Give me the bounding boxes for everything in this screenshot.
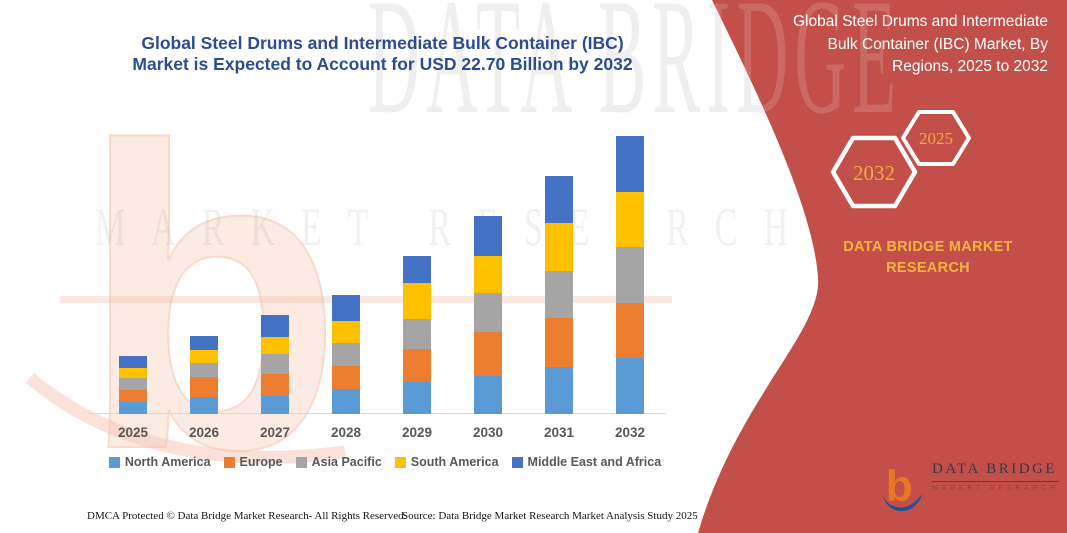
x-axis-label-2030: 2030	[472, 425, 504, 440]
bar-segment-2031-south-america	[545, 223, 573, 271]
bar-segment-2026-middle-east-and-africa	[190, 335, 218, 350]
bar-segment-2027-europe	[261, 374, 289, 396]
bar-segment-2028-europe	[332, 366, 360, 389]
bar-segment-2029-north-america	[403, 382, 431, 414]
bar-segment-2026-south-america	[190, 349, 218, 364]
bar-2030	[474, 216, 502, 414]
bar-segment-2025-north-america	[119, 402, 147, 414]
legend-swatch-asia-pacific	[295, 456, 307, 468]
chart-legend: North America Europe Asia Pacific South Ame…	[95, 455, 675, 469]
bar-segment-2025-south-america	[119, 367, 147, 379]
x-axis-label-2027: 2027	[259, 425, 291, 440]
x-axis-label-2031: 2031	[543, 425, 575, 440]
bar-segment-2030-europe	[474, 331, 502, 376]
bar-segment-2027-north-america	[261, 395, 289, 414]
legend-swatch-north-america	[108, 456, 120, 468]
bar-2025	[119, 355, 147, 414]
legend-item-europe: Europe	[223, 455, 283, 469]
legend-item-asia-pacific: Asia Pacific	[295, 455, 382, 469]
bar-segment-2028-south-america	[332, 321, 360, 343]
x-axis-label-2025: 2025	[117, 425, 149, 440]
bar-segment-2031-middle-east-and-africa	[545, 175, 573, 224]
bar-2029	[403, 255, 431, 414]
bar-segment-2032-europe	[616, 302, 644, 359]
bar-segment-2028-asia-pacific	[332, 343, 360, 366]
bar-segment-2026-north-america	[190, 397, 218, 414]
red-panel-shape	[698, 0, 1067, 533]
footer-source-text: Source: Data Bridge Market Research Mark…	[402, 510, 698, 522]
legend-swatch-europe	[223, 456, 235, 468]
bar-segment-2031-europe	[545, 318, 573, 367]
footer-dmca-text: DMCA Protected © Data Bridge Market Rese…	[87, 510, 407, 522]
bar-segment-2026-asia-pacific	[190, 363, 218, 378]
bar-segment-2025-europe	[119, 390, 147, 403]
bar-segment-2032-asia-pacific	[616, 247, 644, 303]
bar-segment-2031-north-america	[545, 366, 573, 414]
bar-segment-2029-asia-pacific	[403, 319, 431, 350]
bar-segment-2030-middle-east-and-africa	[474, 216, 502, 256]
bar-segment-2032-north-america	[616, 358, 644, 414]
watermark-underline-bar	[60, 296, 672, 303]
x-axis-label-2026: 2026	[188, 425, 220, 440]
bar-segment-2028-north-america	[332, 389, 360, 414]
x-axis-line	[88, 413, 666, 414]
watermark-text-market-research-on-red: MARKET RESEARCH	[95, 197, 814, 257]
bar-segment-2026-europe	[190, 377, 218, 398]
bar-segment-2029-middle-east-and-africa	[403, 255, 431, 284]
bar-segment-2027-middle-east-and-africa	[261, 315, 289, 337]
page-title-line-2: Market is Expected to Account for USD 22…	[132, 54, 633, 74]
legend-label: Asia Pacific	[311, 455, 382, 469]
bar-segment-2028-middle-east-and-africa	[332, 295, 360, 321]
bar-segment-2030-north-america	[474, 376, 502, 414]
legend-item-middle-east-and-africa: Middle East and Africa	[511, 455, 662, 469]
bar-2027	[261, 315, 289, 414]
legend-label: Middle East and Africa	[527, 455, 662, 469]
bar-segment-2032-middle-east-and-africa	[616, 136, 644, 192]
bar-2026	[190, 335, 218, 414]
x-axis-label-2029: 2029	[401, 425, 433, 440]
x-axis-label-2032: 2032	[614, 425, 646, 440]
watermark-b-logo: b	[80, 59, 343, 533]
legend-item-south-america: South America	[394, 455, 499, 469]
watermark-text-market-research: MARKET RESEARCH	[95, 197, 814, 257]
page-title-line-1: Global Steel Drums and Intermediate Bulk…	[141, 33, 624, 53]
bar-segment-2027-south-america	[261, 336, 289, 355]
bar-segment-2031-asia-pacific	[545, 270, 573, 319]
legend-item-north-america: North America	[108, 455, 211, 469]
legend-label: South America	[410, 455, 499, 469]
bar-segment-2030-south-america	[474, 255, 502, 294]
legend-label: Europe	[239, 455, 283, 469]
bar-2032	[616, 136, 644, 414]
legend-swatch-middle-east-and-africa	[511, 456, 523, 468]
bar-segment-2029-europe	[403, 349, 431, 383]
watermark-text-data-bridge-on-red: DATA BRIDGE	[368, 0, 902, 148]
page-title: Global Steel Drums and Intermediate Bulk…	[60, 33, 705, 75]
bar-segment-2029-south-america	[403, 283, 431, 320]
x-axis-label-2028: 2028	[330, 425, 362, 440]
bar-2028	[332, 295, 360, 414]
legend-label: North America	[124, 455, 211, 469]
watermark-swoosh	[25, 373, 346, 464]
bar-segment-2025-asia-pacific	[119, 378, 147, 391]
bar-2031	[545, 175, 573, 414]
bar-segment-2030-asia-pacific	[474, 293, 502, 332]
bar-segment-2032-south-america	[616, 191, 644, 248]
legend-swatch-south-america	[394, 456, 406, 468]
bar-segment-2027-asia-pacific	[261, 354, 289, 375]
bar-segment-2025-middle-east-and-africa	[119, 355, 147, 368]
